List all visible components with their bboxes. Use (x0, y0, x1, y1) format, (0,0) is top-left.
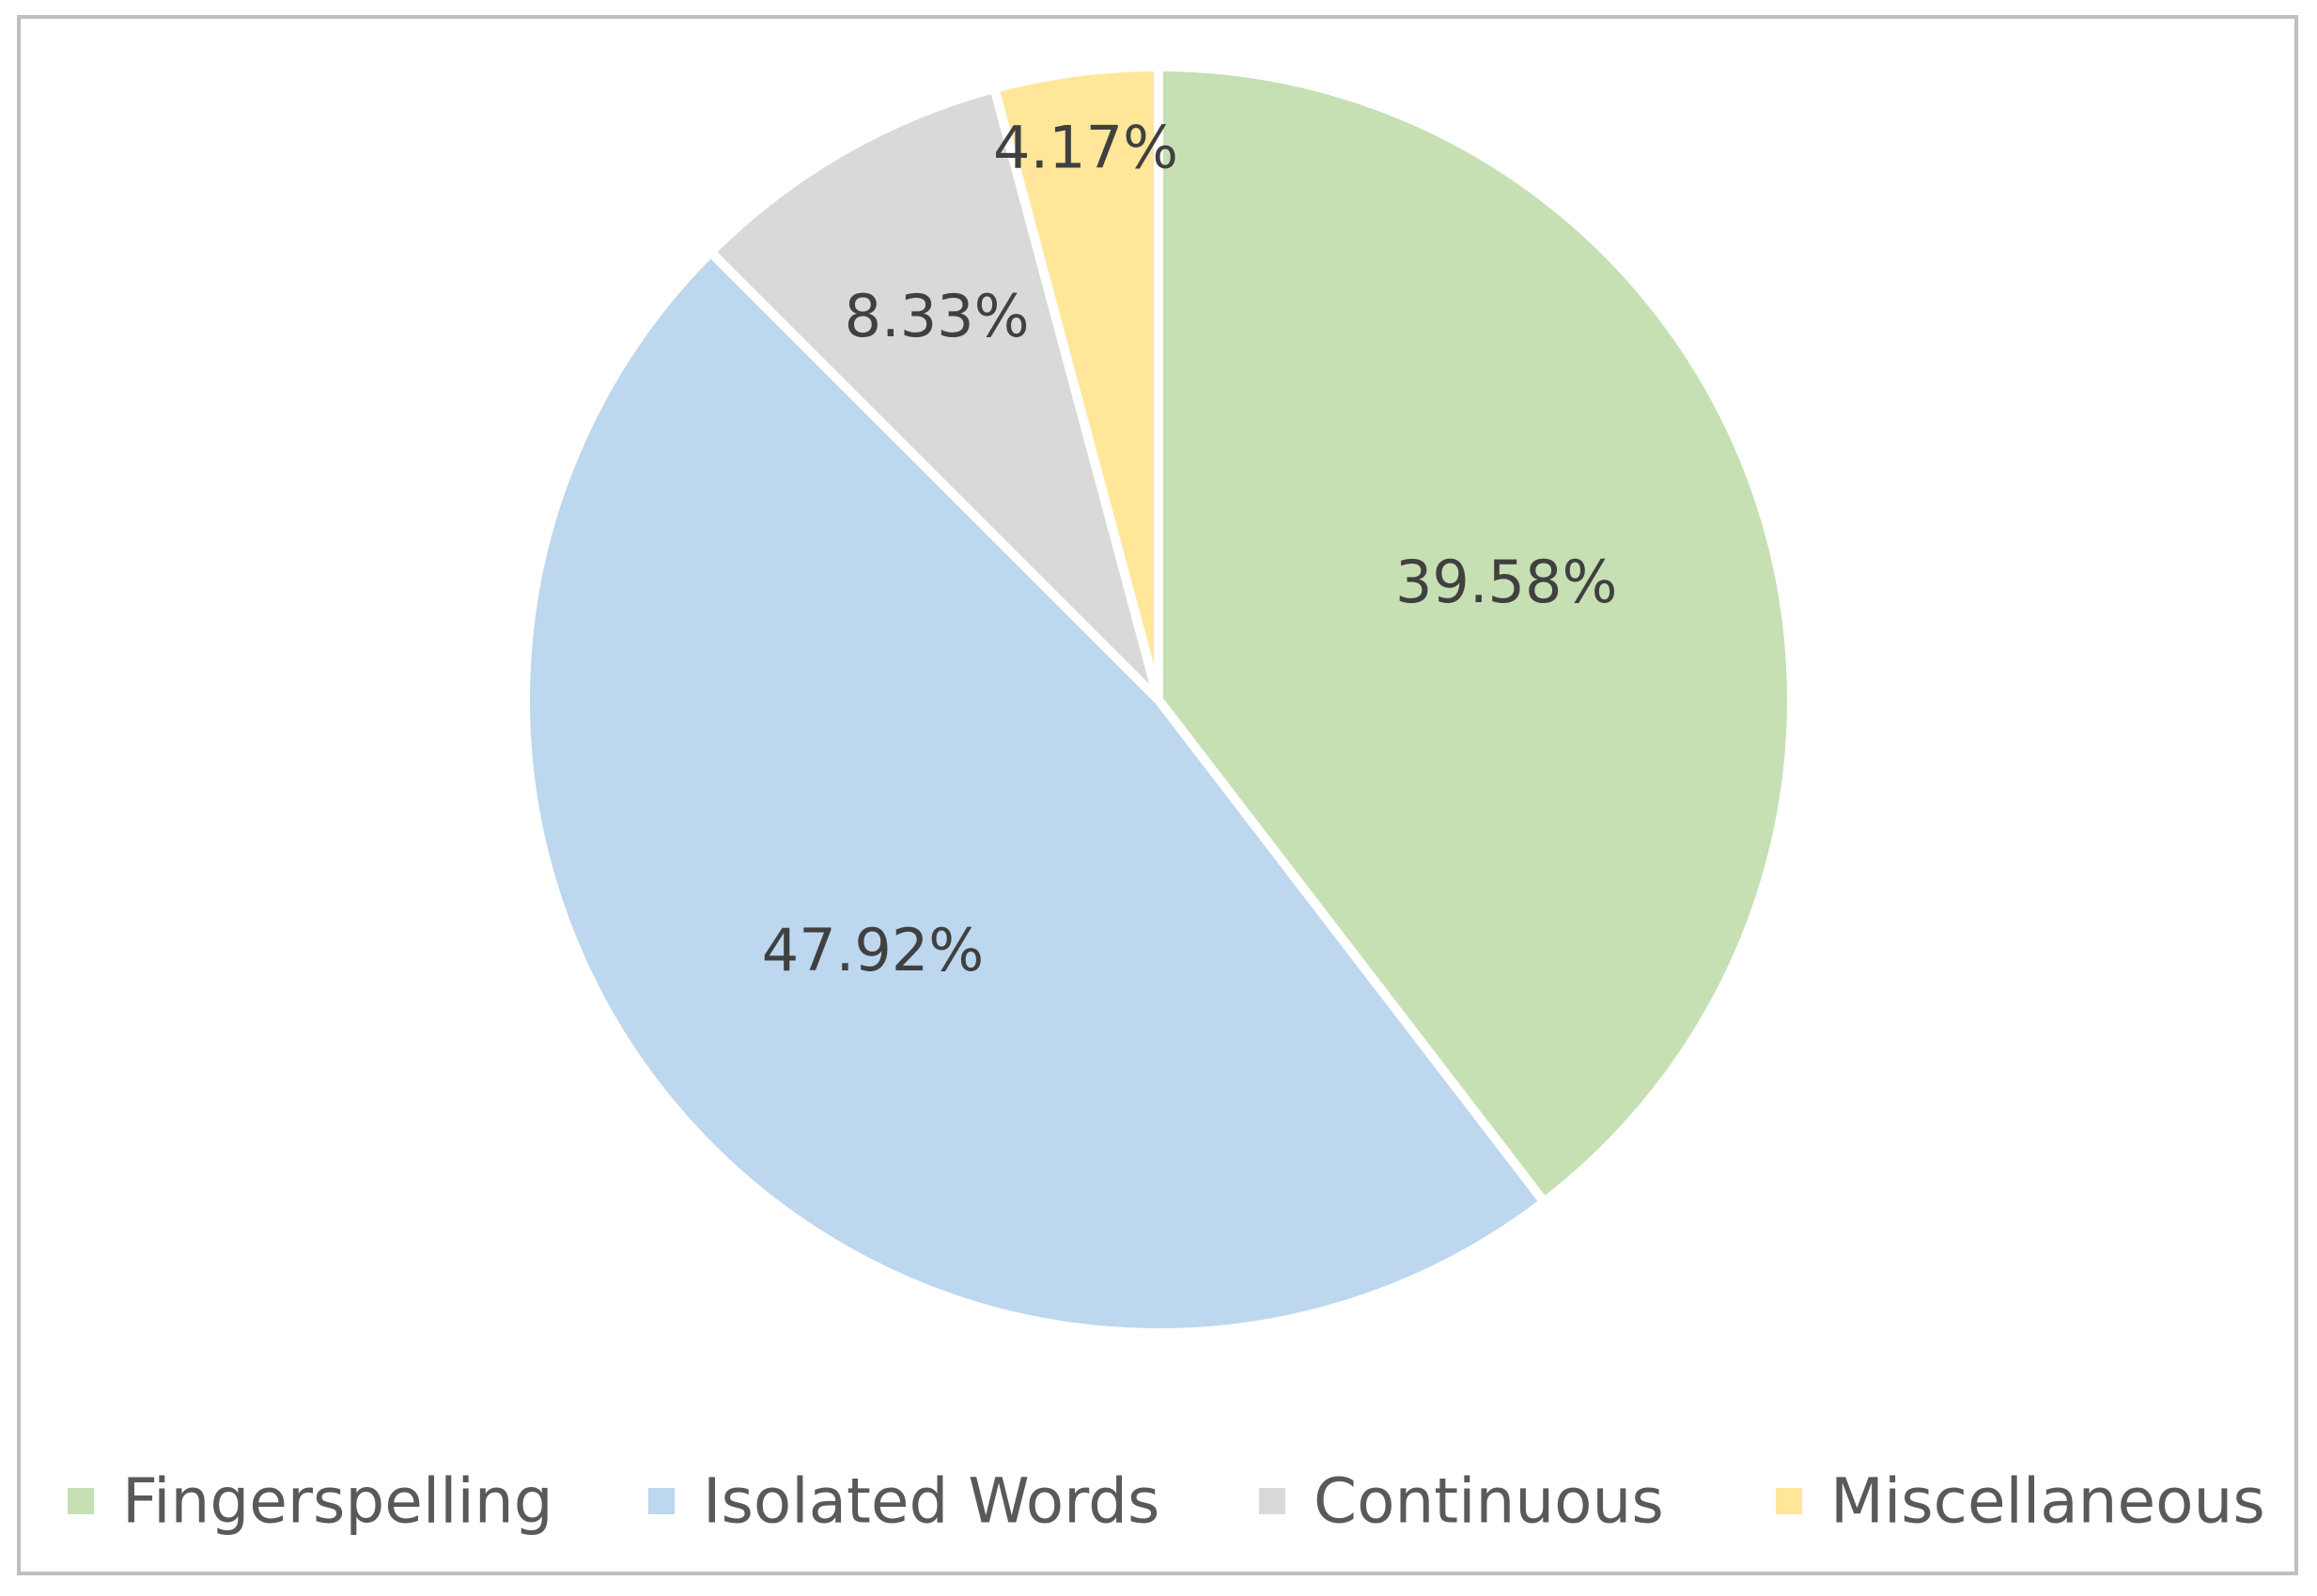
slice-continuous (704, 82, 1168, 716)
legend-label-miscellaneous: Miscellaneous (1830, 1465, 2265, 1538)
legend-item-continuous: Continuous (1259, 1465, 1664, 1538)
data-label-fingerspelling: 39.58% (1395, 548, 1617, 616)
pie-labels: 39.58% 47.92% 8.33% 4.17% (762, 113, 1618, 984)
slice-fingerspelling (1154, 61, 1796, 1209)
legend-item-miscellaneous: Miscellaneous (1776, 1465, 2265, 1538)
data-label-isolated-words: 47.92% (762, 916, 984, 984)
legend-label-continuous: Continuous (1314, 1465, 1664, 1538)
legend-swatch-fingerspelling (68, 1488, 94, 1514)
legend-label-isolated-words: Isolated Words (703, 1465, 1159, 1538)
legend-swatch-isolated-words (648, 1488, 675, 1514)
legend: Fingerspelling Isolated Words Continuous Mi… (68, 1465, 2265, 1538)
legend-item-isolated-words: Isolated Words (648, 1465, 1159, 1538)
data-label-miscellaneous: 4.17% (993, 113, 1178, 181)
legend-item-fingerspelling: Fingerspelling (68, 1465, 553, 1538)
pie-slices (521, 61, 1796, 1338)
data-label-continuous: 8.33% (845, 282, 1030, 350)
legend-swatch-miscellaneous (1776, 1488, 1802, 1514)
slice-miscellaneous (988, 61, 1163, 702)
slice-isolated-words (521, 245, 1551, 1338)
legend-swatch-continuous (1259, 1488, 1285, 1514)
legend-label-fingerspelling: Fingerspelling (122, 1465, 553, 1538)
